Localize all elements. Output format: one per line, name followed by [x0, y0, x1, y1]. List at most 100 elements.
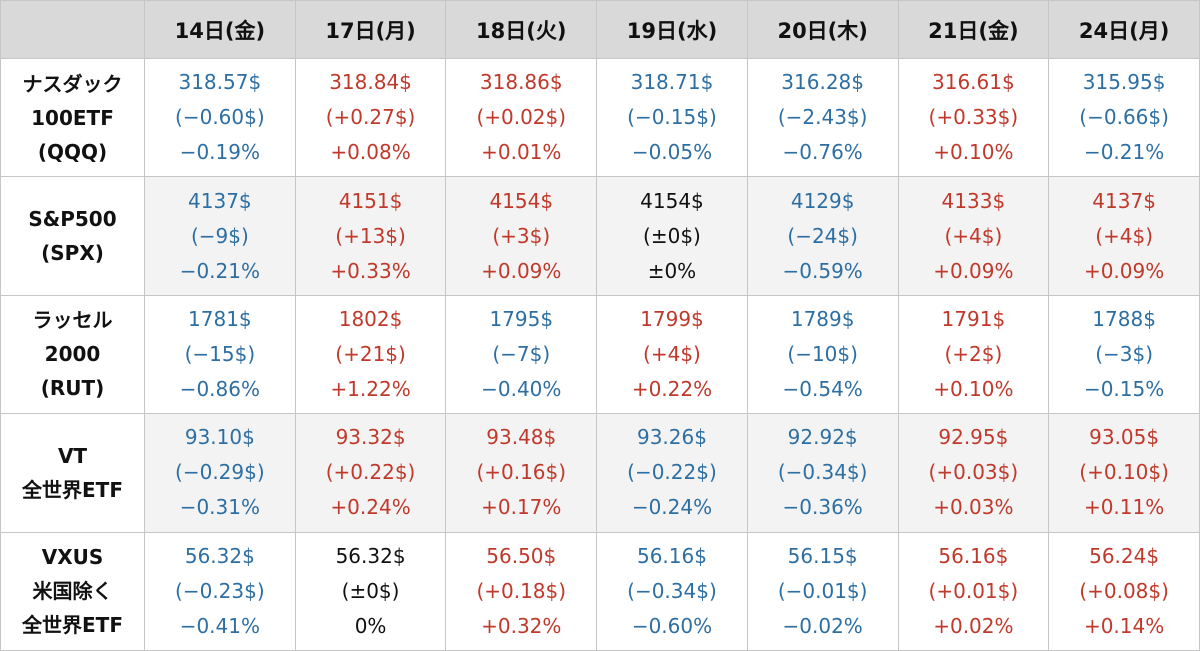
quote-cell: 4137$ (+4$) +0.09%	[1048, 176, 1200, 296]
price-value: 56.24$	[1089, 543, 1160, 568]
day-header: 19日(水)	[596, 0, 748, 59]
price-value: 56.32$	[335, 543, 406, 568]
day-header: 14日(金)	[144, 0, 296, 59]
price-value: 56.16$	[938, 543, 1009, 568]
quote-cell: 318.71$ (−0.15$) −0.05%	[596, 57, 748, 178]
day-header: 20日(木)	[746, 0, 899, 59]
change-value: (+0.16$)	[476, 460, 567, 485]
price-value: 93.48$	[486, 425, 557, 450]
change-value: (+0.33$)	[928, 105, 1019, 130]
percent-change: +0.32%	[481, 613, 562, 638]
ticker-label-line: (RUT)	[40, 376, 105, 401]
change-value: (+0.10$)	[1079, 460, 1169, 485]
change-value: (−0.60$)	[175, 105, 265, 130]
quote-cell: 1789$ (−10$) −0.54%	[746, 294, 899, 415]
price-value: 4151$	[338, 188, 403, 213]
price-value: 4154$	[489, 188, 554, 213]
ticker-label: ラッセル 2000 (RUT)	[0, 294, 145, 415]
quote-cell: 316.28$ (−2.43$) −0.76%	[746, 57, 899, 178]
ticker-label-line: 全世界ETF	[22, 613, 123, 638]
price-value: 1799$	[640, 306, 704, 331]
quote-cell: 56.32$ (±0$) 0%	[294, 531, 447, 651]
change-value: (+0.01$)	[928, 578, 1019, 603]
percent-change: −0.24%	[631, 495, 713, 520]
change-value: (−9$)	[190, 223, 249, 248]
ticker-label: VT 全世界ETF	[0, 413, 145, 533]
percent-change: +0.10%	[933, 376, 1014, 401]
price-value: 4137$	[188, 188, 252, 213]
change-value: (+4$)	[1095, 223, 1154, 248]
price-value: 4154$	[640, 188, 704, 213]
ticker-label-line: VT	[57, 443, 88, 468]
percent-change: −0.21%	[1083, 140, 1165, 165]
change-value: (±0$)	[643, 223, 701, 248]
price-value: 92.92$	[787, 425, 858, 450]
price-value: 316.28$	[781, 70, 865, 95]
percent-change: −0.60%	[631, 613, 713, 638]
price-value: 56.32$	[184, 543, 255, 568]
price-value: 93.10$	[184, 425, 255, 450]
percent-change: +0.24%	[330, 495, 411, 520]
change-value: (+0.08$)	[1079, 578, 1169, 603]
percent-change: +0.14%	[1083, 613, 1165, 638]
row-rut: ラッセル 2000 (RUT) 1781$ (−15$) −0.86% 1802$ (+21$…	[0, 294, 1200, 415]
price-value: 93.05$	[1089, 425, 1160, 450]
percent-change: −0.15%	[1083, 376, 1165, 401]
day-header: 18日(火)	[445, 0, 598, 59]
price-value: 4129$	[790, 188, 855, 213]
change-value: (+0.03$)	[928, 460, 1019, 485]
percent-change: +0.10%	[933, 140, 1014, 165]
quote-cell: 4154$ (±0$) ±0%	[596, 176, 748, 296]
quote-cell: 4129$ (−24$) −0.59%	[746, 176, 899, 296]
change-value: (+0.02$)	[476, 105, 567, 130]
ticker-label-line: 2000	[44, 342, 101, 367]
quote-cell: 93.05$ (+0.10$) +0.11%	[1048, 413, 1200, 533]
quote-cell: 1788$ (−3$) −0.15%	[1048, 294, 1200, 415]
quote-cell: 56.50$ (+0.18$) +0.32%	[445, 531, 598, 651]
quote-cell: 4137$ (−9$) −0.21%	[144, 176, 296, 296]
percent-change: +0.09%	[481, 258, 562, 283]
change-value: (+0.18$)	[476, 578, 567, 603]
percent-change: 0%	[354, 613, 387, 638]
change-value: (±0$)	[341, 578, 400, 603]
change-value: (−0.15$)	[627, 105, 717, 130]
ticker-label: S&P500 (SPX)	[0, 176, 145, 296]
quote-cell: 318.86$ (+0.02$) +0.01%	[445, 57, 598, 178]
percent-change: +0.02%	[933, 613, 1014, 638]
percent-change: +0.33%	[330, 258, 411, 283]
percent-change: ±0%	[647, 258, 697, 283]
change-value: (−0.29$)	[175, 460, 265, 485]
price-value: 318.71$	[630, 70, 714, 95]
quote-cell: 1781$ (−15$) −0.86%	[144, 294, 296, 415]
quote-cell: 93.48$ (+0.16$) +0.17%	[445, 413, 598, 533]
change-value: (+0.22$)	[325, 460, 416, 485]
change-value: (−0.23$)	[175, 578, 265, 603]
price-value: 93.32$	[335, 425, 406, 450]
change-value: (−0.34$)	[777, 460, 868, 485]
percent-change: −0.31%	[179, 495, 260, 520]
change-value: (+0.27$)	[325, 105, 416, 130]
ticker-label: VXUS 米国除く 全世界ETF	[0, 531, 145, 651]
ticker-label: ナスダック 100ETF (QQQ)	[0, 57, 145, 178]
price-value: 93.26$	[636, 425, 707, 450]
price-value: 1789$	[790, 306, 855, 331]
price-value: 316.61$	[932, 70, 1015, 95]
header-row: 14日(金) 17日(月) 18日(火) 19日(水) 20日(木) 21日(金…	[0, 0, 1200, 59]
change-value: (−0.22$)	[627, 460, 717, 485]
percent-change: +0.03%	[933, 495, 1014, 520]
price-value: 56.50$	[486, 543, 557, 568]
change-value: (+4$)	[944, 223, 1003, 248]
corner-cell	[0, 0, 145, 59]
row-vt: VT 全世界ETF 93.10$ (−0.29$) −0.31% 93.32$ (+0.22…	[0, 413, 1200, 533]
percent-change: −0.59%	[782, 258, 863, 283]
percent-change: +0.11%	[1083, 495, 1165, 520]
price-value: 1802$	[338, 306, 403, 331]
quote-cell: 1802$ (+21$) +1.22%	[294, 294, 447, 415]
price-value: 1781$	[188, 306, 252, 331]
price-value: 318.84$	[329, 70, 412, 95]
price-value: 315.95$	[1082, 70, 1166, 95]
percent-change: −0.86%	[179, 376, 260, 401]
quote-cell: 4133$ (+4$) +0.09%	[897, 176, 1050, 296]
quote-cell: 1799$ (+4$) +0.22%	[596, 294, 748, 415]
percent-change: −0.40%	[481, 376, 562, 401]
